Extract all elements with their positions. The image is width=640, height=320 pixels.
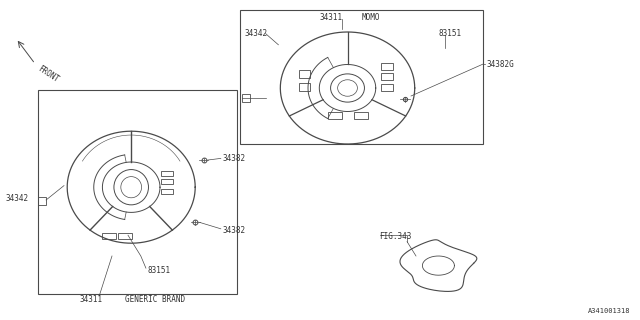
Bar [381,84,392,91]
Text: A341001318: A341001318 [588,308,630,314]
Bar [328,112,342,119]
Bar [354,112,368,119]
Bar [161,171,173,176]
Text: FRONT: FRONT [36,64,61,84]
Text: 34342: 34342 [5,194,28,203]
Bar [118,233,132,239]
Text: 34311: 34311 [320,13,343,22]
Bar [240,10,483,144]
Text: GENERIC BRAND: GENERIC BRAND [125,295,185,304]
Bar [102,233,116,239]
Bar [381,73,392,80]
Text: 83151: 83151 [147,266,170,275]
Text: 34382: 34382 [223,154,246,163]
Bar [299,70,310,78]
Text: 34342: 34342 [244,29,268,38]
Text: 34382: 34382 [223,226,246,235]
Text: FIG.343: FIG.343 [380,232,412,241]
Bar [381,63,392,70]
Text: 83151: 83151 [438,29,461,38]
Bar [161,189,173,194]
Bar [38,90,237,294]
Text: 34382G: 34382G [486,60,514,68]
Bar [161,180,173,184]
Text: MOMO: MOMO [362,13,380,22]
Bar [242,94,250,102]
Text: 34311: 34311 [80,295,103,304]
Bar [38,197,46,205]
Bar [299,83,310,91]
